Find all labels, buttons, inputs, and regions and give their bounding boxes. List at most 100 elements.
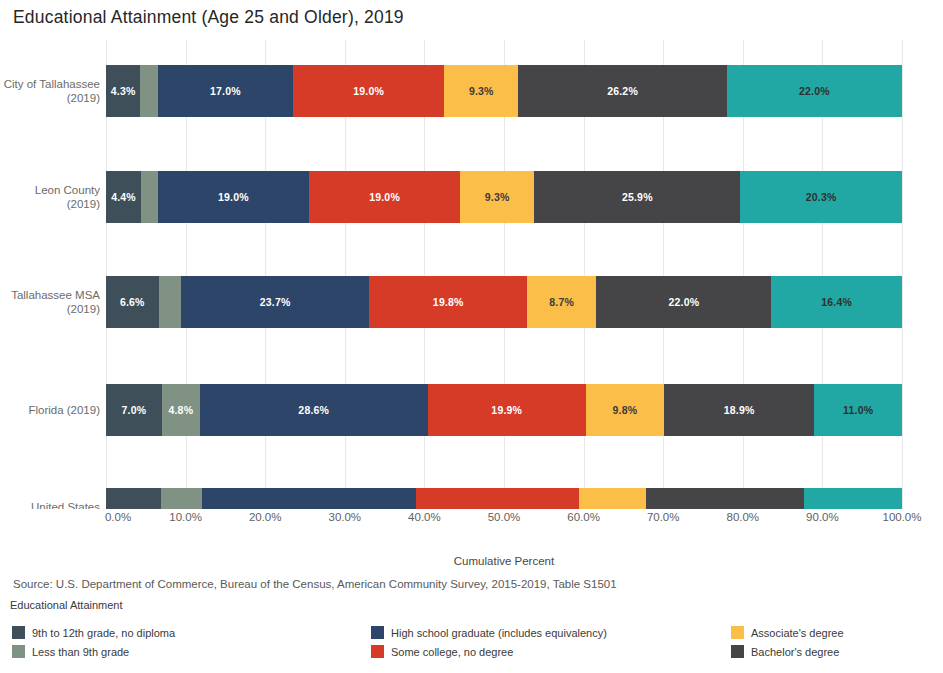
row-label-line: (2019) (0, 302, 100, 316)
bar-row: 4.3% 17.0% 19.0%9.3% 26.2% 22.0% (106, 65, 902, 117)
legend-item-label: Associate's degree (751, 627, 844, 639)
bar-segment[interactable] (140, 65, 158, 117)
bar-segment[interactable] (159, 276, 181, 328)
bar-segment[interactable]: 4.3% (106, 65, 140, 117)
axis-tick-label: 60.0% (567, 511, 600, 523)
legend-item[interactable]: Bachelor's degree (731, 644, 839, 659)
legend-swatch (12, 645, 25, 658)
axis-tick-label: 10.0% (169, 511, 202, 523)
bar-segment-label: 28.6% (298, 404, 329, 416)
axis-tick-label: 40.0% (408, 511, 441, 523)
legend-item[interactable]: Associate's degree (731, 625, 844, 640)
bar-segment[interactable] (646, 488, 804, 509)
row-label-line: Leon County (0, 183, 100, 197)
axis-tick-label: 70.0% (647, 511, 680, 523)
bar-segment[interactable]: 19.8% (369, 276, 527, 328)
row-label: United States (0, 500, 100, 509)
row-label-line: Florida (2019) (0, 403, 100, 417)
bar-segment-label: 19.0% (218, 191, 249, 203)
bar-segment[interactable] (202, 488, 417, 509)
bar-segment[interactable]: 8.7% (527, 276, 596, 328)
bar-segment[interactable] (161, 488, 202, 509)
bar-row: 7.0% 4.8% 28.6% 19.9% 9.8% 18.9% 11.0% (106, 384, 902, 436)
row-label: Florida (2019) (0, 403, 100, 417)
bar-segment-label: 6.6% (120, 296, 145, 308)
row-label-line: United States (0, 500, 100, 509)
legend-item-label: 9th to 12th grade, no diploma (32, 627, 175, 639)
bar-segment-label: 7.0% (121, 404, 146, 416)
bar-segment[interactable]: 18.9% (664, 384, 814, 436)
bar-segment[interactable]: 19.0% (309, 171, 460, 223)
bar-segment[interactable] (804, 488, 902, 509)
bar-segment[interactable]: 16.4% (771, 276, 902, 328)
plot-area: 4.3%17.0%19.0%9.3%26.2%22.0%4.4%19.0%19.… (106, 40, 902, 509)
bar-row: 4.4% 19.0% 19.0% 9.3% 25.9% 20.3% (106, 171, 902, 223)
bar-segment[interactable] (579, 488, 647, 509)
row-label: Leon County(2019) (0, 183, 100, 211)
bar-segment[interactable] (416, 488, 578, 509)
legend-swatch (371, 645, 384, 658)
bar-segment[interactable]: 9.8% (586, 384, 664, 436)
axis-tick-label: 90.0% (806, 511, 839, 523)
chart-plot-region: 4.3%17.0%19.0%9.3%26.2%22.0%4.4%19.0%19.… (0, 40, 943, 509)
bar-segment[interactable]: 4.8% (162, 384, 200, 436)
x-axis-title: Cumulative Percent (106, 555, 902, 567)
axis-tick-label: 100.0% (882, 511, 921, 523)
row-label-line: Tallahassee MSA (0, 288, 100, 302)
bar-segment-label: 4.4% (111, 191, 136, 203)
legend-item[interactable]: High school graduate (includes equivalen… (371, 625, 607, 640)
bar-segment[interactable]: 28.6% (200, 384, 428, 436)
bar-segment-label: 17.0% (210, 85, 241, 97)
bar-segment-label: 25.9% (622, 191, 653, 203)
legend-item[interactable]: Less than 9th grade (12, 644, 129, 659)
bar-segment[interactable]: 19.0% (293, 65, 444, 117)
bar-segment-label: 19.8% (433, 296, 464, 308)
bar-segment-label: 19.0% (369, 191, 400, 203)
legend-item-label: High school graduate (includes equivalen… (391, 627, 607, 639)
bar-segment-label: 8.7% (549, 296, 574, 308)
row-label-line: City of Tallahassee (0, 77, 100, 91)
legend-swatch (731, 645, 744, 658)
bar-segment-label: 11.0% (843, 404, 873, 416)
bar-segment[interactable]: 9.3% (444, 65, 518, 117)
bar-segment[interactable] (141, 171, 158, 223)
row-label-line: (2019) (0, 91, 100, 105)
bar-segment-label: 4.8% (168, 404, 193, 416)
axis-tick-label: 50.0% (488, 511, 521, 523)
bar-segment-label: 19.9% (491, 404, 522, 416)
legend-item[interactable]: Some college, no degree (371, 644, 513, 659)
bar-row: 6.6% 23.7% 19.8% 8.7% 22.0%16.4% (106, 276, 902, 328)
legend-item[interactable]: 9th to 12th grade, no diploma (12, 625, 175, 640)
bar-segment[interactable]: 9.3% (460, 171, 534, 223)
legend-item-label: Bachelor's degree (751, 646, 839, 658)
row-label: Tallahassee MSA(2019) (0, 288, 100, 316)
axis-tick-label: 80.0% (726, 511, 759, 523)
bar-segment[interactable]: 19.0% (158, 171, 309, 223)
bar-segment-label: 23.7% (260, 296, 291, 308)
bar-segment[interactable]: 17.0% (158, 65, 293, 117)
legend-swatch (371, 626, 384, 639)
bar-segment[interactable]: 11.0% (814, 384, 902, 436)
bar-segment-label: 18.9% (724, 404, 755, 416)
bar-segment[interactable]: 26.2% (518, 65, 727, 117)
source-note: Source: U.S. Department of Commerce, Bur… (13, 578, 617, 590)
legend-item-label: Less than 9th grade (32, 646, 129, 658)
bar-row (106, 488, 902, 509)
bar-segment[interactable]: 19.9% (428, 384, 586, 436)
bar-segment[interactable]: 25.9% (534, 171, 740, 223)
axis-tick-label: 20.0% (249, 511, 282, 523)
row-label-line: (2019) (0, 197, 100, 211)
bar-segment[interactable]: 20.3% (740, 171, 902, 223)
bar-segment[interactable]: 23.7% (181, 276, 370, 328)
bar-segment-label: 20.3% (806, 191, 837, 203)
bar-segment[interactable]: 6.6% (106, 276, 159, 328)
legend-swatch (12, 626, 25, 639)
bar-segment[interactable]: 22.0% (727, 65, 902, 117)
bar-segment[interactable] (106, 488, 161, 509)
bar-segment[interactable]: 7.0% (106, 384, 162, 436)
bar-segment[interactable]: 22.0% (596, 276, 771, 328)
legend-title: Educational Attainment (10, 599, 123, 611)
bar-segment-label: 22.0% (799, 85, 830, 97)
bar-segment[interactable]: 4.4% (106, 171, 141, 223)
bar-segment-label: 26.2% (607, 85, 638, 97)
